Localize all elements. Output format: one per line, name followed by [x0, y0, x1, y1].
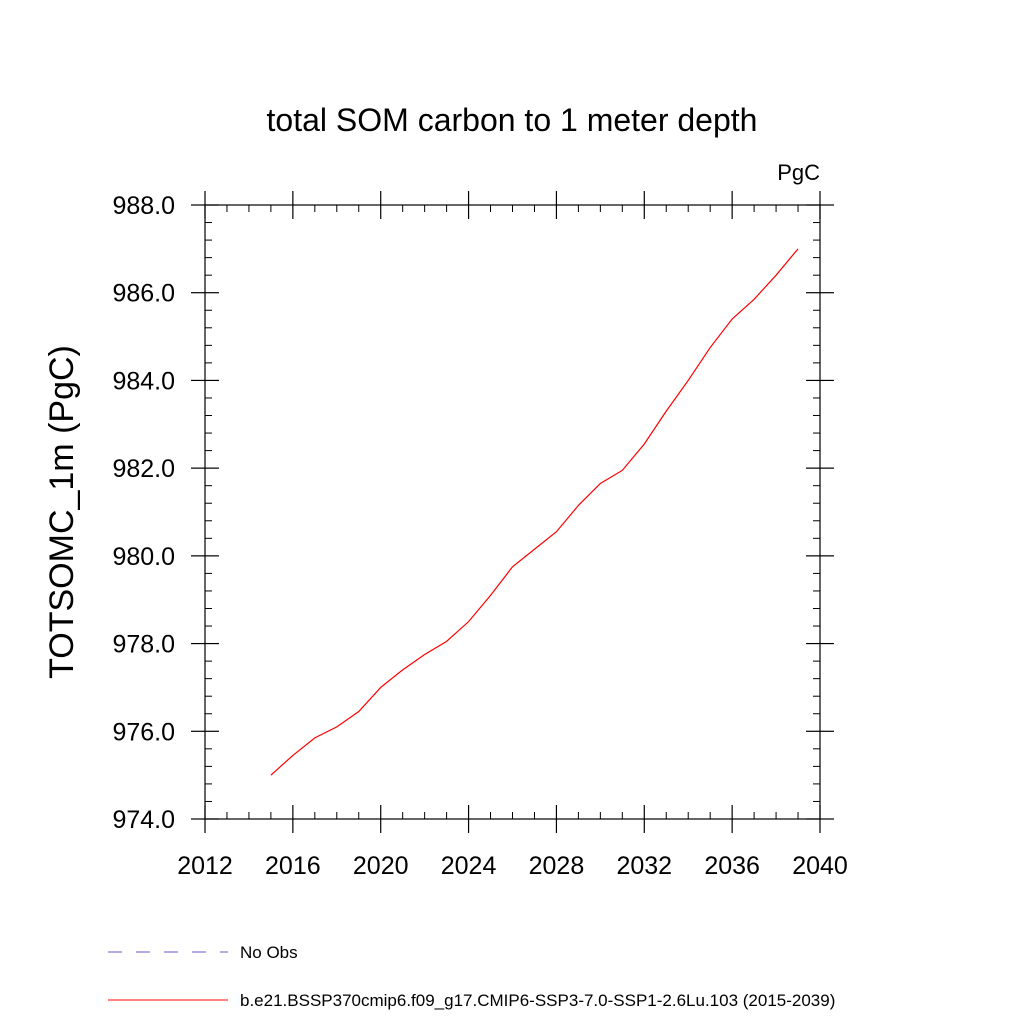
- legend-label: b.e21.BSSP370cmip6.f09_g17.CMIP6-SSP3-7.…: [240, 991, 835, 1010]
- y-tick-label: 984.0: [112, 367, 175, 395]
- plot-frame: [204, 204, 821, 820]
- series-line-1: [270, 248, 799, 776]
- x-tick-label: 2028: [529, 852, 585, 880]
- y-tick-label: 982.0: [112, 455, 175, 483]
- legend-label: No Obs: [240, 943, 298, 962]
- chart-title: total SOM carbon to 1 meter depth: [267, 102, 758, 138]
- y-tick-label: 988.0: [112, 192, 175, 220]
- y-tick-label: 974.0: [112, 806, 175, 834]
- y-tick-label: 976.0: [112, 718, 175, 746]
- y-tick-label: 978.0: [112, 631, 175, 659]
- series-lines: [270, 248, 799, 776]
- y-axis-label: TOTSOMC_1m (PgC): [43, 345, 81, 679]
- x-tick-label: 2020: [353, 852, 409, 880]
- x-tick-label: 2032: [616, 852, 672, 880]
- axis-ticks: [191, 191, 834, 833]
- legend: No Obs b.e21.BSSP370cmip6.f09_g17.CMIP6-S…: [108, 943, 835, 1010]
- x-tick-label: 2012: [177, 852, 233, 880]
- x-tick-label: 2040: [792, 852, 848, 880]
- y-tick-label: 986.0: [112, 280, 175, 308]
- x-tick-label: 2016: [265, 852, 321, 880]
- x-tick-label: 2024: [441, 852, 497, 880]
- x-tick-label: 2036: [704, 852, 760, 880]
- axis-tick-labels: 2012 2016 2020 2024 2028 2032 2036 2040 974.0 976…: [112, 192, 847, 880]
- y-tick-label: 980.0: [112, 543, 175, 571]
- units-label: PgC: [777, 160, 820, 185]
